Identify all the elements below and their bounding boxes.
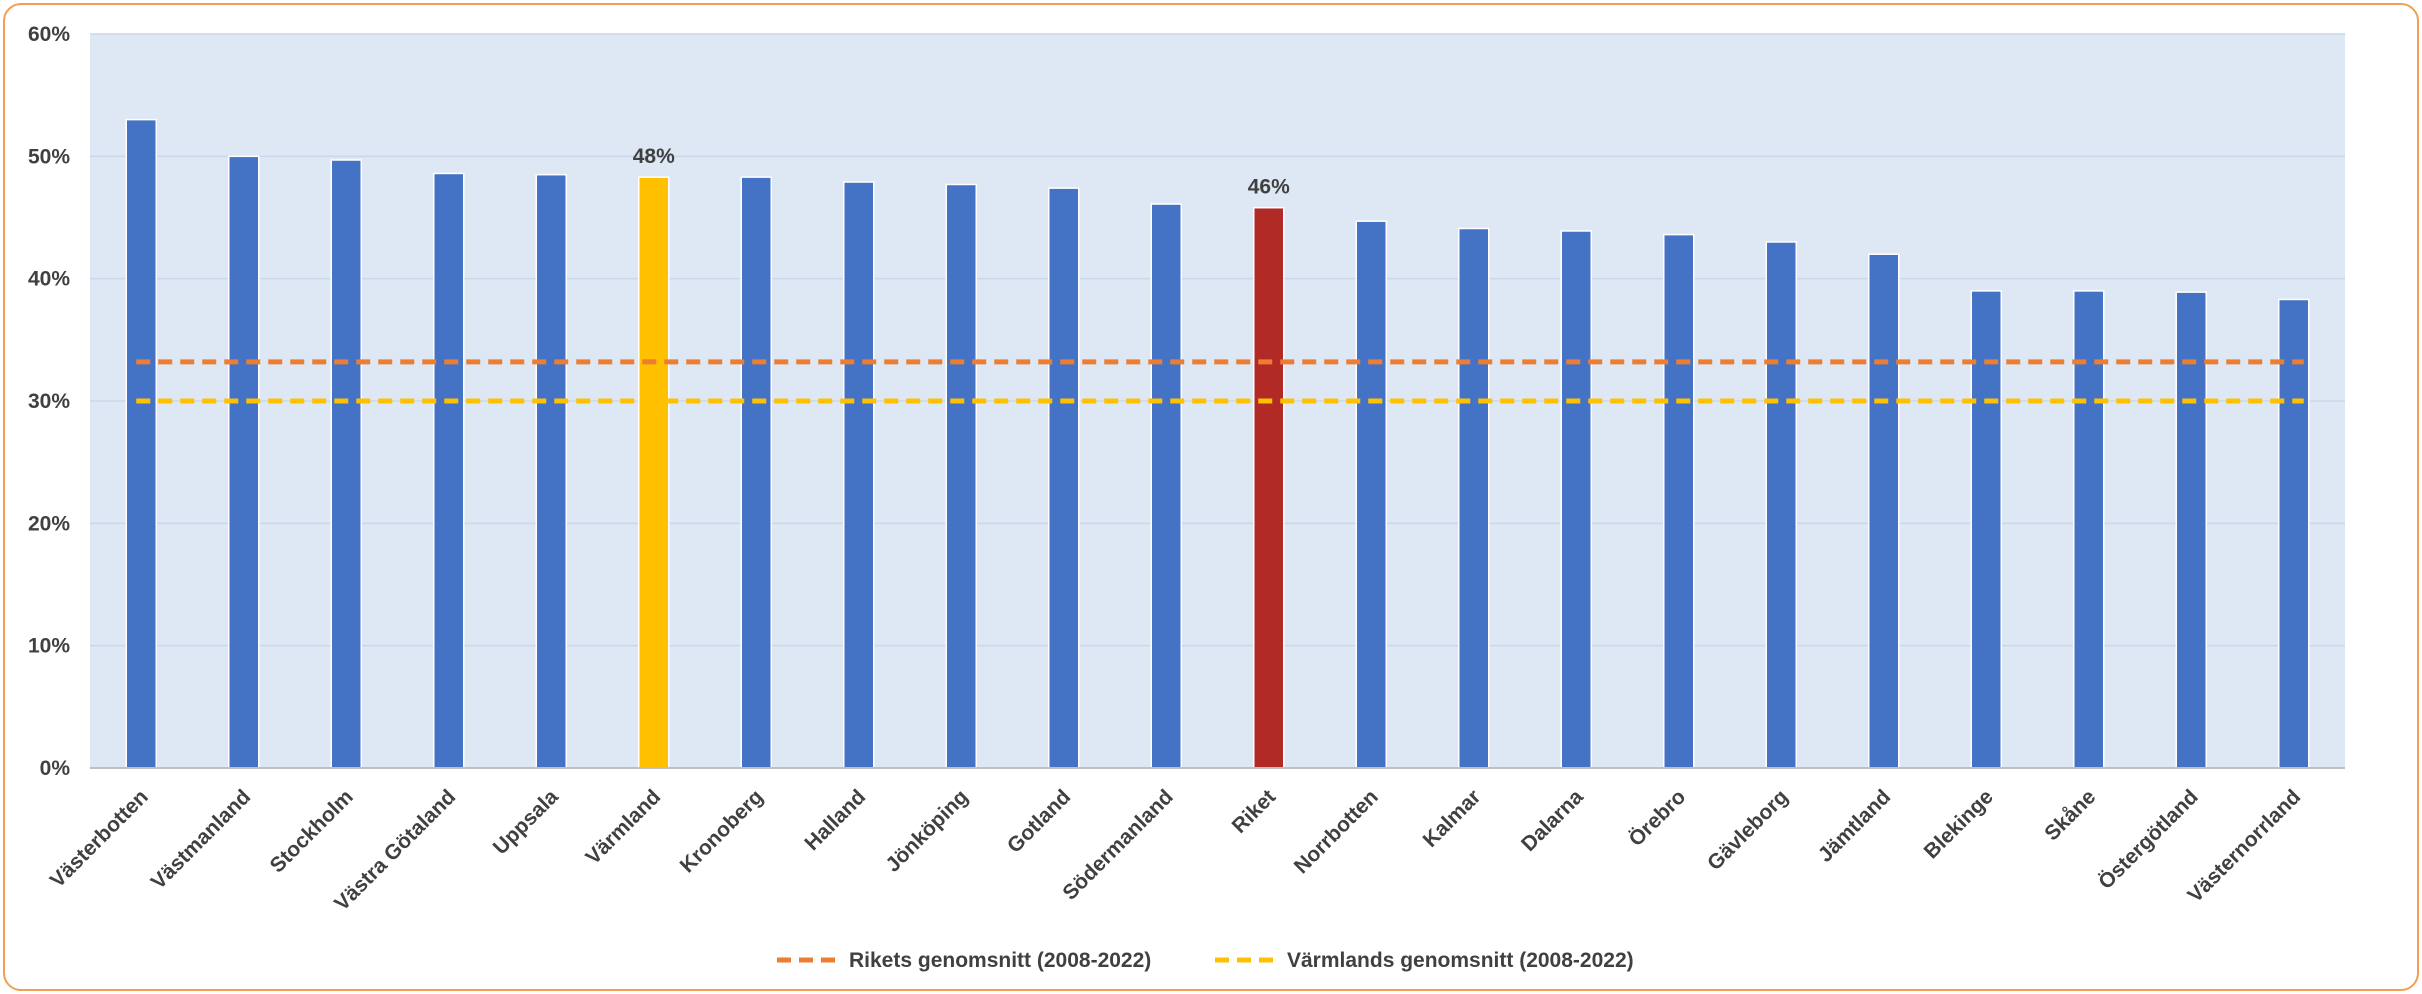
bar[interactable] <box>1765 241 1797 769</box>
bar[interactable] <box>330 159 362 769</box>
bar[interactable] <box>1970 290 2002 769</box>
x-tick-label: Västmanland <box>147 785 256 894</box>
bar[interactable] <box>740 176 772 769</box>
x-tick-label: Västerbotten <box>46 785 153 892</box>
legend: Rikets genomsnitt (2008-2022) Värmlands g… <box>777 949 1634 972</box>
bar[interactable] <box>2278 298 2310 769</box>
y-tick-label: 10% <box>28 635 70 658</box>
bar[interactable] <box>228 155 260 769</box>
bar[interactable] <box>535 173 567 769</box>
plot-area: 0% 10% 20% 30% 40% 50% 60% VästerbottenVästmanl… <box>28 23 2345 915</box>
x-tick-label: Västernorrland <box>2183 785 2305 907</box>
x-tick-label: Gävleborg <box>1703 785 1793 875</box>
x-tick-label: Skåne <box>2040 785 2100 845</box>
bar[interactable] <box>843 181 875 769</box>
bar[interactable] <box>1253 206 1285 769</box>
bar[interactable] <box>433 172 465 769</box>
x-tick-label: Kronoberg <box>676 785 768 877</box>
bar[interactable] <box>1458 227 1490 769</box>
x-tick-label: Värmland <box>581 785 665 869</box>
data-label: 48% <box>633 145 675 168</box>
bar[interactable] <box>638 176 670 769</box>
bar[interactable] <box>1048 187 1080 769</box>
legend-label: Rikets genomsnitt (2008-2022) <box>849 949 1151 972</box>
x-tick-label: Östergötland <box>2094 785 2203 894</box>
x-tick-label: Dalarna <box>1517 785 1588 856</box>
x-tick-label: Jönköping <box>881 785 972 876</box>
y-tick-label: 20% <box>28 512 70 535</box>
x-tick-label: Kalmar <box>1419 785 1486 852</box>
bar[interactable] <box>125 118 157 769</box>
x-tick-label: Halland <box>800 785 870 855</box>
y-tick-label: 60% <box>28 23 70 46</box>
y-tick-label: 50% <box>28 145 70 168</box>
x-tick-label: Jämtland <box>1814 785 1895 866</box>
x-tick-label: Blekinge <box>1920 785 1998 863</box>
legend-label: Värmlands genomsnitt (2008-2022) <box>1287 949 1634 972</box>
y-tick-label: 40% <box>28 268 70 291</box>
x-tick-label: Riket <box>1228 785 1281 838</box>
bar[interactable] <box>945 183 977 769</box>
bar[interactable] <box>1355 220 1387 769</box>
data-label: 46% <box>1248 176 1290 199</box>
bar[interactable] <box>1663 233 1695 769</box>
x-tick-label: Örebro <box>1625 785 1691 851</box>
bar[interactable] <box>1150 203 1182 769</box>
bar[interactable] <box>2175 291 2207 769</box>
y-tick-label: 30% <box>28 390 70 413</box>
bar[interactable] <box>1868 253 1900 769</box>
y-tick-label: 0% <box>40 757 71 780</box>
x-tick-label: Uppsala <box>489 785 563 859</box>
x-tick-label: Södermanland <box>1058 785 1177 904</box>
bar[interactable] <box>1560 230 1592 769</box>
x-tick-label: Norrbotten <box>1290 785 1383 878</box>
x-tick-label: Stockholm <box>266 785 358 877</box>
x-tick-label: Gotland <box>1003 785 1075 857</box>
